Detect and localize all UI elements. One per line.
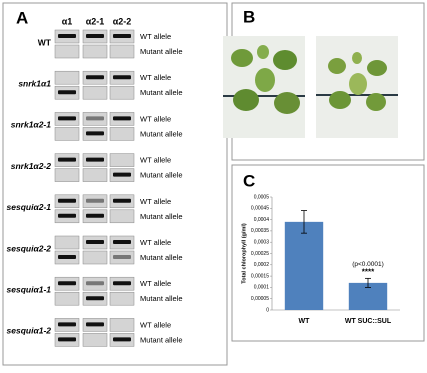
gel-band (113, 281, 131, 286)
allele-label: WT allele (140, 320, 171, 329)
gel-band (86, 322, 104, 327)
gel-lane (54, 44, 80, 59)
allele-label: WT allele (140, 197, 171, 206)
gel-lane (109, 318, 135, 332)
gel-lane (82, 250, 108, 265)
y-tick-label: 0 (266, 307, 269, 313)
panel-letter: B (243, 7, 255, 26)
gel-band (113, 198, 131, 203)
gel-lane (82, 333, 108, 347)
y-tick-label: 0,00005 (251, 296, 269, 302)
gel-band (58, 157, 76, 162)
bar (284, 221, 324, 310)
panel-letter: C (243, 171, 255, 190)
gel-lane (54, 235, 80, 250)
plant-photo (223, 36, 305, 138)
y-tick-label: 0,0004 (254, 217, 270, 223)
gel-band (58, 198, 76, 203)
gel-band (113, 172, 131, 177)
allele-label: WT allele (140, 238, 171, 247)
allele-label: Mutant allele (140, 294, 183, 303)
gel-band (86, 116, 104, 121)
gel-lane (109, 127, 135, 141)
allele-label: Mutant allele (140, 212, 183, 221)
gel-band (58, 322, 76, 327)
allele-label: WT allele (140, 32, 171, 41)
gel-lane (54, 70, 80, 85)
gel-lane (109, 44, 135, 59)
y-axis-label: Total chlorophyll (g/ml) (241, 223, 247, 284)
gel-lane (109, 153, 135, 167)
allele-label: Mutant allele (140, 129, 183, 138)
allele-label: WT allele (140, 156, 171, 165)
gel-band (86, 198, 104, 203)
gel-band (86, 157, 104, 162)
genotype-label: sesquiα2-1 (7, 202, 52, 212)
gel-band (86, 75, 104, 80)
annotation: (p<0.0001) (352, 261, 384, 268)
x-tick-label: WT (299, 318, 311, 325)
allele-label: Mutant allele (140, 253, 183, 262)
lane-header: α1 (62, 16, 73, 26)
gel-band (113, 34, 131, 38)
gel-lane (82, 85, 108, 100)
gel-band (58, 90, 76, 95)
genotype-label: WT (38, 37, 52, 47)
allele-label: Mutant allele (140, 171, 183, 180)
y-tick-label: 0,0002 (254, 262, 270, 268)
genotype-label: sesquiα1-1 (7, 284, 52, 294)
genotype-label: sesquiα1-2 (7, 326, 52, 336)
allele-label: Mutant allele (140, 47, 183, 56)
lane-header: α2-1 (86, 16, 105, 26)
y-tick-label: 0,00015 (251, 273, 269, 279)
gel-band (58, 34, 76, 38)
gel-band (86, 213, 104, 218)
gel-band (113, 240, 131, 244)
genotype-label: snrk1α1 (18, 78, 51, 88)
y-tick-label: 0,00035 (251, 228, 269, 234)
x-tick-label: WT SUC::SUL (345, 318, 392, 325)
gel-lane (82, 44, 108, 59)
gel-band (86, 296, 104, 301)
genotype-label: snrk1α2-2 (11, 161, 52, 171)
gel-lane (109, 291, 135, 306)
allele-label: Mutant allele (140, 335, 183, 344)
gel-band (86, 34, 104, 38)
allele-label: WT allele (140, 279, 171, 288)
panel-letter: A (16, 8, 28, 27)
y-tick-label: 0,0001 (254, 285, 270, 291)
gel-band (113, 255, 131, 259)
lane-header: α2-2 (113, 16, 132, 26)
plant-photo (316, 36, 398, 138)
annotation: **** (362, 267, 375, 276)
gel-band (113, 116, 131, 121)
gel-lane (54, 127, 80, 141)
panel-c-frame (231, 164, 425, 342)
gel-lane (54, 291, 80, 306)
genotype-label: snrk1α2-1 (11, 120, 52, 130)
allele-label: WT allele (140, 114, 171, 123)
y-tick-label: 0,0005 (254, 194, 270, 200)
y-tick-label: 0,00045 (251, 206, 269, 212)
gel-band (58, 213, 76, 218)
gel-band (58, 116, 76, 121)
gel-band (58, 281, 76, 286)
gel-lane (109, 209, 135, 224)
allele-label: WT allele (140, 73, 171, 82)
gel-band (58, 337, 76, 342)
gel-band (86, 131, 104, 136)
y-tick-label: 0,0003 (254, 240, 270, 246)
allele-label: Mutant allele (140, 88, 183, 97)
gel-lane (54, 168, 80, 182)
gel-band (86, 281, 104, 286)
gel-band (113, 75, 131, 80)
gel-lane (82, 168, 108, 182)
genotype-label: sesquiα2-2 (7, 243, 52, 253)
gel-band (113, 337, 131, 342)
gel-band (86, 240, 104, 244)
gel-lane (109, 85, 135, 100)
y-tick-label: 0,00025 (251, 251, 269, 257)
gel-band (58, 255, 76, 259)
